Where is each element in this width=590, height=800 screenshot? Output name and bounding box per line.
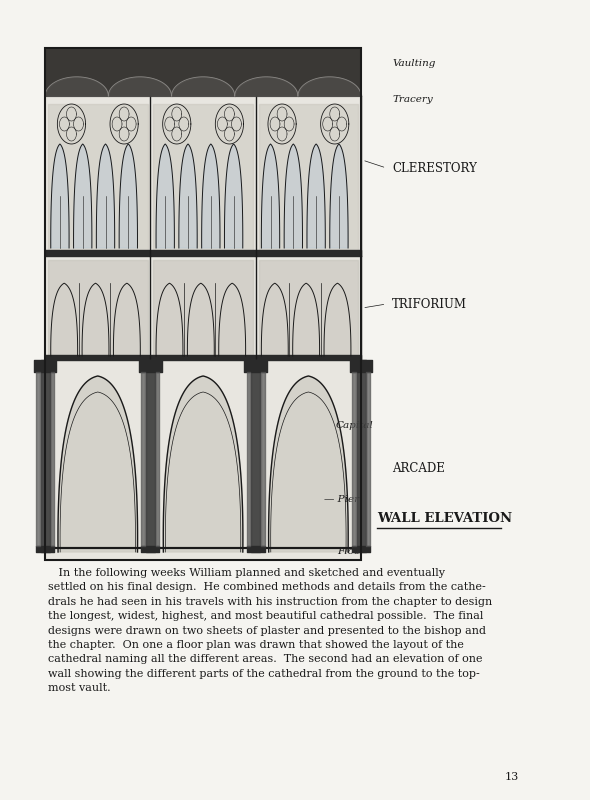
Polygon shape [330,144,348,248]
Polygon shape [96,144,114,248]
Polygon shape [58,376,137,552]
Text: Vaulting: Vaulting [392,59,435,69]
Polygon shape [179,144,197,248]
Polygon shape [284,144,303,248]
Polygon shape [224,144,243,248]
FancyBboxPatch shape [45,48,361,560]
Polygon shape [156,144,175,248]
Text: ARCADE: ARCADE [392,462,445,474]
Polygon shape [74,144,92,248]
Text: Capital: Capital [336,421,373,430]
Text: TRIFORIUM: TRIFORIUM [392,298,467,310]
Text: — Pier: — Pier [324,495,359,505]
Polygon shape [202,144,220,248]
Polygon shape [163,376,243,552]
Text: Tracery: Tracery [392,95,433,105]
Polygon shape [119,144,137,248]
Polygon shape [261,144,280,248]
Text: 13: 13 [505,773,519,782]
Polygon shape [307,144,325,248]
Polygon shape [51,144,69,248]
Polygon shape [268,376,348,552]
Text: CLERESTORY: CLERESTORY [392,162,477,174]
Text: Floor: Floor [337,547,365,557]
Text: In the following weeks William planned and sketched and eventually
settled on hi: In the following weeks William planned a… [48,568,492,693]
Text: WALL ELEVATION: WALL ELEVATION [377,512,512,525]
FancyBboxPatch shape [45,48,361,96]
